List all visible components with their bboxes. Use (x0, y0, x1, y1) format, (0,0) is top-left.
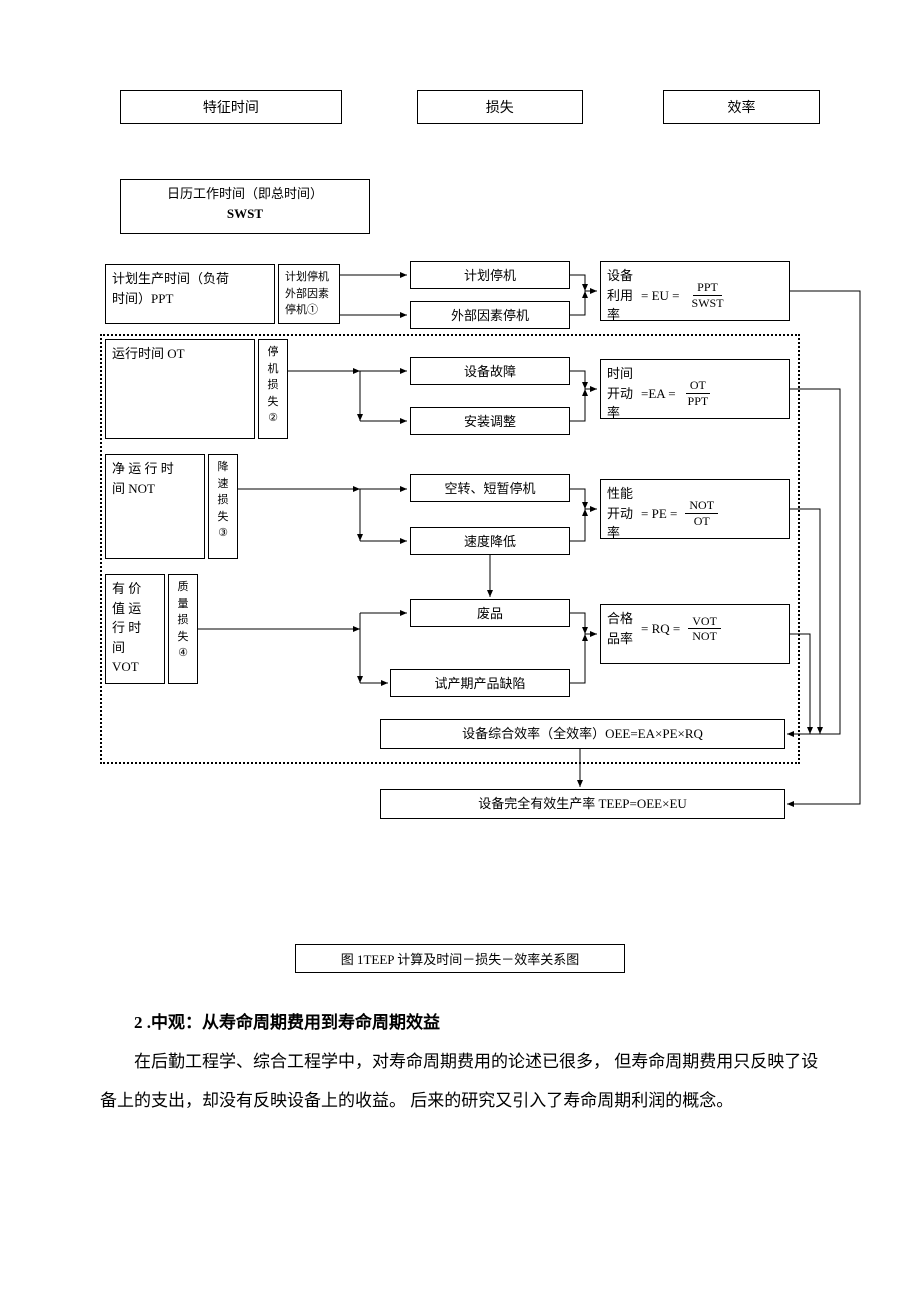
box-ppt-loss: 计划停机 外部因素 停机① (278, 264, 340, 324)
header-time: 特征时间 (120, 90, 342, 124)
header-efficiency: 效率 (663, 90, 820, 124)
rq-den: NOT (688, 629, 721, 643)
rq-eq: = RQ = (641, 619, 680, 639)
pe-num: NOT (685, 498, 718, 513)
paragraph: 在后勤工程学、综合工程学中，对寿命周期费用的论述已很多， 但寿命周期费用只反映了… (100, 1042, 820, 1120)
box-ot: 运行时间 OT (105, 339, 255, 439)
rq-num: VOT (688, 614, 721, 629)
ea-num: OT (686, 378, 710, 393)
box-l3b: 速度降低 (410, 527, 570, 555)
box-eu: 设备 利用 率 = EU = PPTSWST (600, 261, 790, 321)
box-not: 净 运 行 时 间 NOT (105, 454, 205, 559)
eu-den: SWST (688, 296, 728, 310)
pe-label: 性能 开动 率 (607, 484, 633, 543)
eu-eq: = EU = (641, 286, 680, 306)
box-ppt: 计划生产时间（负荷 时间）PPT (105, 264, 275, 324)
box-l2a: 设备故障 (410, 357, 570, 385)
ppt-line2: 时间）PPT (112, 289, 268, 309)
section-title: 2 .中观：从寿命周期费用到寿命周期效益 (134, 1003, 820, 1042)
pe-eq: = PE = (641, 504, 677, 524)
body-text: 2 .中观：从寿命周期费用到寿命周期效益 在后勤工程学、综合工程学中，对寿命周期… (100, 1003, 820, 1120)
box-rq: 合格 品率 = RQ = VOTNOT (600, 604, 790, 664)
box-l2b: 安装调整 (410, 407, 570, 435)
box-l3a: 空转、短暂停机 (410, 474, 570, 502)
box-l1a: 计划停机 (410, 261, 570, 289)
ea-label: 时间 开动 率 (607, 364, 633, 423)
ppt-line1: 计划生产时间（负荷 (112, 269, 268, 289)
box-ot-loss: 停 机 损 失 ② (258, 339, 288, 439)
ea-eq: =EA = (641, 384, 676, 404)
box-vot: 有 价 值 运 行 时 间 VOT (105, 574, 165, 684)
pe-den: OT (690, 514, 714, 528)
rq-label: 合格 品率 (607, 609, 633, 648)
column-headers: 特征时间 损失 效率 (100, 90, 820, 124)
box-l4a: 废品 (410, 599, 570, 627)
box-ea: 时间 开动 率 =EA = OTPPT (600, 359, 790, 419)
box-l4b: 试产期产品缺陷 (390, 669, 570, 697)
box-l1b: 外部因素停机 (410, 301, 570, 329)
box-pe: 性能 开动 率 = PE = NOTOT (600, 479, 790, 539)
ea-den: PPT (684, 394, 713, 408)
header-loss: 损失 (417, 90, 583, 124)
box-swst: 日历工作时间（即总时间） SWST (120, 179, 370, 234)
swst-line1: 日历工作时间（即总时间） (127, 184, 363, 204)
figure-caption: 图 1TEEP 计算及时间－损失－效率关系图 (295, 944, 625, 973)
teep-diagram: 日历工作时间（即总时间） SWST 计划生产时间（负荷 时间）PPT 计划停机 … (100, 179, 820, 919)
box-not-loss: 降 速 损 失 ③ (208, 454, 238, 559)
eu-num: PPT (693, 280, 722, 295)
eu-label: 设备 利用 率 (607, 266, 633, 325)
box-teep: 设备完全有效生产率 TEEP=OEE×EU (380, 789, 785, 819)
box-vot-loss: 质 量 损 失 ④ (168, 574, 198, 684)
swst-line2: SWST (127, 204, 363, 224)
box-oee: 设备综合效率（全效率）OEE=EA×PE×RQ (380, 719, 785, 749)
